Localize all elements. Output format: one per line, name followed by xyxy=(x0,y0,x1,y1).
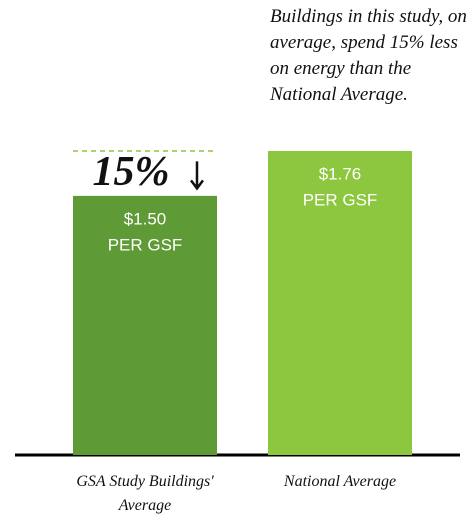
category-label: GSA Study Buildings' Average xyxy=(76,473,214,514)
annotation: Buildings in this study, on average, spe… xyxy=(270,6,467,105)
bar xyxy=(73,195,217,455)
unit-label: PER GSF xyxy=(303,190,378,209)
unit-label: PER GSF xyxy=(108,235,183,254)
bar xyxy=(268,150,412,455)
value-label: $1.76 xyxy=(319,164,362,183)
difference-label: 15% xyxy=(93,149,170,195)
value-label: $1.50 xyxy=(124,209,167,228)
category-label: National Average xyxy=(283,473,397,490)
down-arrow xyxy=(190,161,204,191)
